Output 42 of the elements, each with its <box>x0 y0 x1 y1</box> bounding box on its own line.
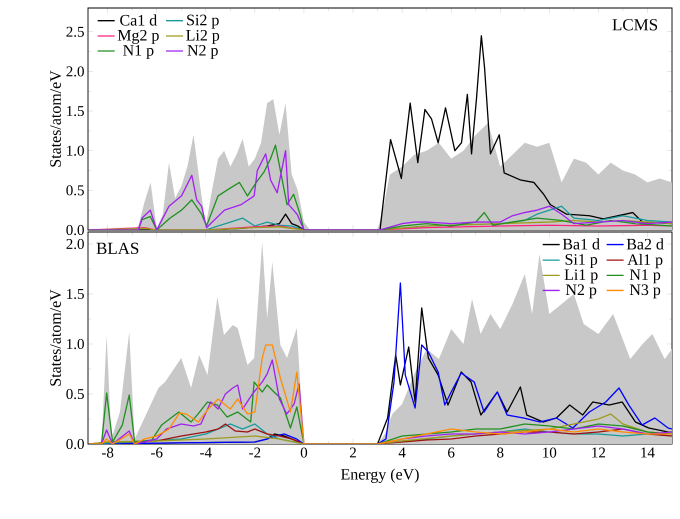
x-tick-label: 2 <box>350 448 356 458</box>
y-axis-title: States/atom/eV <box>50 289 61 386</box>
y-tick-label: 2.5 <box>66 26 84 37</box>
legend-label: N2 p <box>187 44 218 59</box>
y-tick-label: 0.0 <box>66 224 84 236</box>
y-tick-label: 2.0 <box>66 238 84 250</box>
legend-label: N1 p <box>630 269 660 284</box>
annotation: BLAS <box>96 242 138 254</box>
x-tick-label: 12 <box>592 448 606 458</box>
legend-label: Si1 p <box>566 254 598 268</box>
y-tick-label: 1.5 <box>67 288 84 300</box>
y-tick-label: 1.0 <box>67 338 84 350</box>
y-tick-label: 2.0 <box>66 66 84 77</box>
y-tick-label: 1.0 <box>67 146 84 156</box>
x-tick-label: 8 <box>497 448 504 458</box>
x-tick-label: 4 <box>398 448 406 458</box>
legend-label: N3 p <box>630 284 660 298</box>
y-axis-title: States/atom/eV <box>50 70 61 167</box>
legend-label: N1 p <box>123 44 154 59</box>
x-tick-label: 10 <box>543 448 556 458</box>
x-tick-label: -8 <box>102 448 114 458</box>
x-tick-label: -6 <box>151 448 162 458</box>
y-tick-label: 1.5 <box>67 106 84 116</box>
x-tick-label: 14 <box>641 448 655 458</box>
x-tick-label: 6 <box>448 448 454 458</box>
legend-label: Ca1 d <box>120 14 157 26</box>
legend-label: Ba2 d <box>626 238 664 250</box>
x-tick-label: -2 <box>249 448 260 458</box>
annotation: LCMS <box>612 19 658 30</box>
legend-label: Si2 p <box>187 14 219 29</box>
legend-label: Li1 p <box>564 269 598 284</box>
y-tick-label: 0.5 <box>66 388 84 400</box>
x-tick-label: 0 <box>300 448 308 458</box>
x-tick-label: -4 <box>200 448 212 458</box>
legend-label: Li2 p <box>186 30 220 44</box>
legend-label: Mg2 p <box>118 30 159 44</box>
legend-label: N2 p <box>566 284 596 298</box>
legend-label: Al1 p <box>627 254 662 268</box>
y-tick-label: 0.0 <box>66 438 84 450</box>
x-axis-title: Energy (eV) <box>340 468 419 483</box>
y-tick-label: 0.5 <box>66 185 84 196</box>
legend-label: Ba1 d <box>562 238 600 250</box>
